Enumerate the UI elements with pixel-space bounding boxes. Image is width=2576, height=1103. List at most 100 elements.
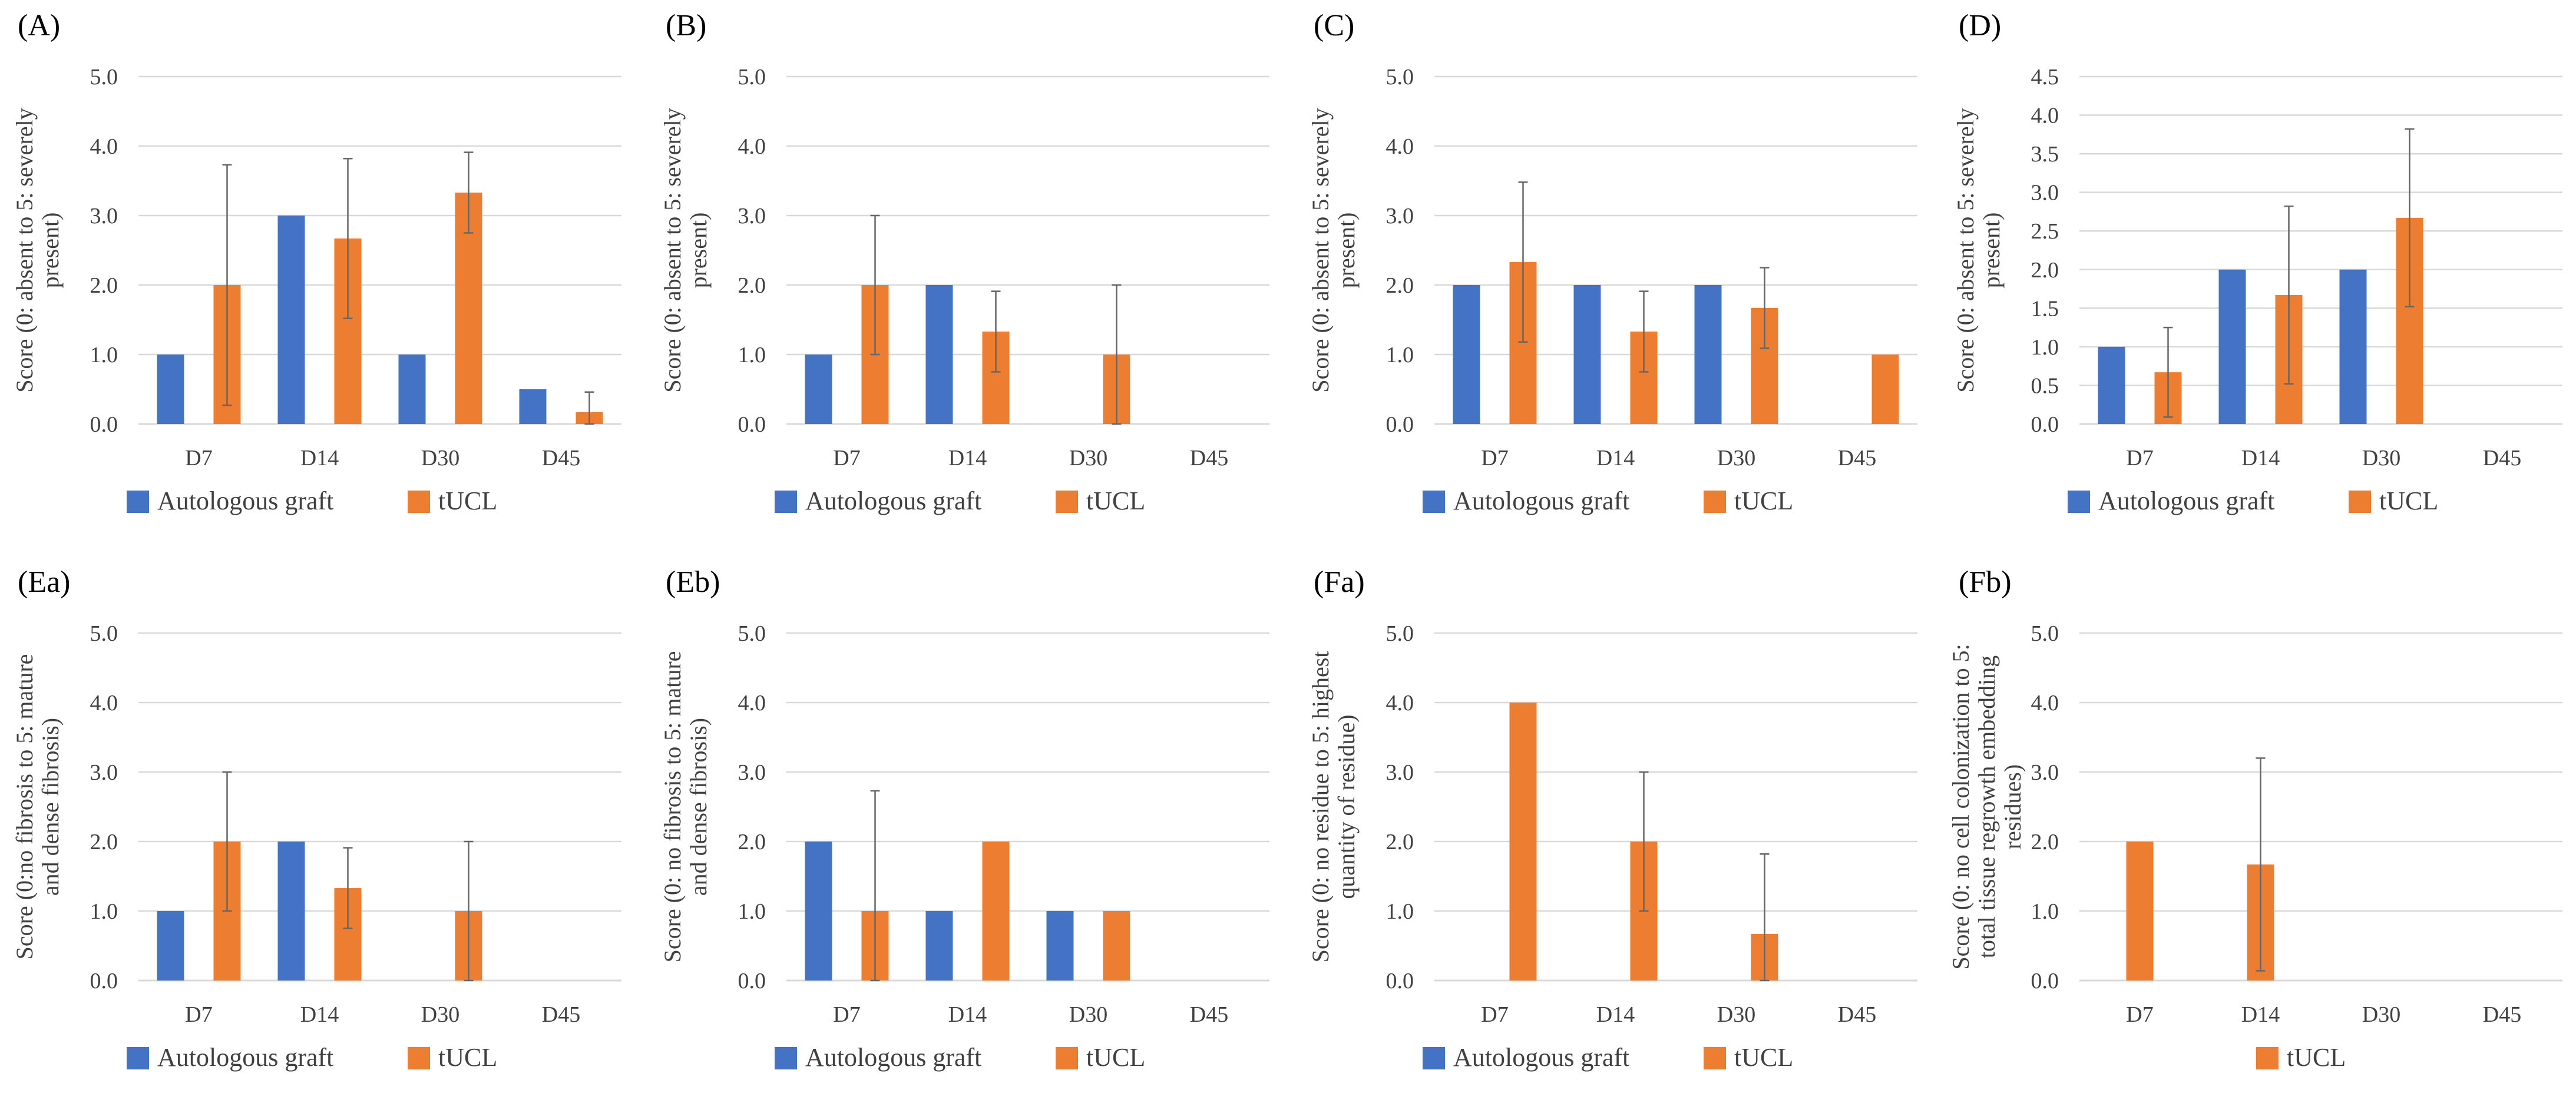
y-tick-label: 5.0	[738, 621, 766, 646]
y-axis-label: quantity of residue)	[1333, 714, 1360, 899]
legend-swatch	[1423, 1047, 1445, 1069]
x-tick-label: D7	[2126, 446, 2153, 471]
bar	[157, 355, 184, 424]
y-tick-label: 2.5	[2031, 219, 2059, 244]
chart-panel: (Fa) 0.0 1.0 2.0 3.0 4.0 5.0 Score (0: no resid…	[1307, 565, 1917, 1072]
y-tick-label: 2.0	[2031, 258, 2059, 283]
legend-label: tUCL	[1734, 1043, 1793, 1072]
y-tick-label: 0.0	[2031, 969, 2059, 993]
y-tick-label: 4.0	[2031, 691, 2059, 716]
panel-label: (C)	[1314, 9, 1354, 42]
panel-label: (B)	[666, 9, 706, 42]
y-tick-label: 3.0	[90, 204, 118, 228]
legend-swatch	[127, 1047, 149, 1069]
bar	[1871, 355, 1899, 424]
legend-label: Autologous graft	[805, 486, 981, 515]
y-tick-label: 3.0	[1386, 204, 1414, 228]
y-tick-label: 1.5	[2031, 296, 2059, 321]
x-tick-label: D45	[2483, 1002, 2521, 1027]
y-tick-label: 3.0	[738, 204, 766, 228]
bar	[2098, 346, 2125, 424]
bar	[925, 285, 953, 424]
y-axis-label: present)	[685, 213, 712, 289]
legend-label: tUCL	[2287, 1043, 2346, 1072]
y-tick-label: 1.0	[2031, 899, 2059, 924]
x-tick-label: D30	[1717, 1002, 1755, 1027]
legend-swatch	[2349, 491, 2371, 513]
bar	[805, 842, 832, 981]
legend-label: Autologous graft	[805, 1043, 981, 1072]
x-tick-label: D7	[1481, 1002, 1508, 1027]
x-tick-label: D45	[1190, 1002, 1228, 1027]
legend-label: tUCL	[438, 486, 497, 515]
legend-swatch	[1056, 1047, 1078, 1069]
legend-label: tUCL	[1086, 486, 1145, 515]
y-tick-label: 2.0	[90, 830, 118, 854]
panel-label: (Eb)	[666, 565, 720, 599]
y-axis-label: and dense fibrosis)	[37, 718, 64, 896]
y-axis-label: present)	[1978, 213, 2005, 289]
x-tick-label: D45	[1838, 1002, 1876, 1027]
y-tick-label: 2.0	[90, 273, 118, 298]
x-tick-label: D30	[421, 446, 459, 471]
y-tick-label: 1.0	[1386, 343, 1414, 367]
chart-panel: (D) 0.0 0.5 1.0 1.5 2.0 2.5 3.0 3.5 4.0 4.5 Score (…	[1952, 9, 2562, 515]
x-tick-label: D30	[1069, 1002, 1107, 1027]
x-tick-label: D30	[1717, 446, 1755, 471]
y-tick-label: 3.0	[738, 760, 766, 785]
y-tick-label: 0.0	[2031, 412, 2059, 437]
bar	[1694, 285, 1722, 424]
y-tick-label: 1.0	[738, 899, 766, 924]
bar	[1453, 285, 1480, 424]
y-tick-label: 2.0	[1386, 273, 1414, 298]
panel-label: (A)	[18, 9, 60, 42]
bar	[982, 842, 1010, 981]
y-tick-label: 5.0	[2031, 621, 2059, 646]
x-tick-label: D14	[948, 446, 987, 471]
chart-panel: (Fb) 0.0 1.0 2.0 3.0 4.0 5.0 Score (0: no cell …	[1947, 565, 2562, 1072]
y-tick-label: 5.0	[1386, 65, 1414, 90]
x-tick-label: D45	[1838, 446, 1876, 471]
y-tick-label: 0.0	[738, 969, 766, 993]
y-tick-label: 3.0	[2031, 760, 2059, 785]
chart-panel: (B) 0.0 1.0 2.0 3.0 4.0 5.0 Score (0: absent to…	[659, 9, 1269, 515]
bar	[277, 842, 305, 981]
chart-panel: (C) 0.0 1.0 2.0 3.0 4.0 5.0 Score (0: absent to…	[1307, 9, 1917, 515]
y-tick-label: 0.0	[90, 412, 118, 437]
y-tick-label: 1.0	[2031, 335, 2059, 360]
legend-label: Autologous graft	[157, 1043, 333, 1072]
chart-panel: (Eb) 0.0 1.0 2.0 3.0 4.0 5.0 Score (0: no fibro…	[659, 565, 1269, 1072]
x-tick-label: D30	[421, 1002, 459, 1027]
y-axis-label: present)	[1333, 213, 1360, 289]
bar	[1509, 703, 1537, 981]
legend-label: Autologous graft	[1453, 1043, 1629, 1072]
y-axis-label: Score (0:no fibrosis to 5: mature	[11, 654, 38, 960]
x-tick-label: D45	[1190, 446, 1228, 471]
y-tick-label: 0.0	[90, 969, 118, 993]
y-tick-label: 0.5	[2031, 373, 2059, 398]
x-tick-label: D45	[2483, 446, 2521, 471]
y-tick-label: 5.0	[90, 621, 118, 646]
legend-swatch	[408, 491, 430, 513]
y-axis-label: total tissue regrowth embedding	[1973, 655, 2000, 958]
y-tick-label: 1.0	[90, 343, 118, 367]
x-tick-label: D7	[185, 1002, 212, 1027]
y-axis-label: Score (0: no cell colonization to 5:	[1947, 644, 1974, 969]
bar	[277, 216, 305, 424]
y-tick-label: 4.0	[2031, 104, 2059, 128]
x-tick-label: D14	[1596, 1002, 1635, 1027]
bar	[157, 911, 184, 981]
x-tick-label: D7	[1481, 446, 1508, 471]
y-axis-label: and dense fibrosis)	[685, 718, 712, 896]
y-tick-label: 1.0	[1386, 899, 1414, 924]
bar	[2218, 269, 2246, 424]
panel-label: (D)	[1959, 9, 2001, 42]
bar	[2339, 269, 2367, 424]
y-tick-label: 4.0	[90, 691, 118, 716]
y-tick-label: 1.0	[90, 899, 118, 924]
legend-label: Autologous graft	[157, 486, 333, 515]
legend-swatch	[408, 1047, 430, 1069]
legend-swatch	[2068, 491, 2090, 513]
y-axis-label: residues)	[1999, 764, 2026, 849]
y-axis-label: Score (0: absent to 5: severely	[11, 108, 38, 392]
